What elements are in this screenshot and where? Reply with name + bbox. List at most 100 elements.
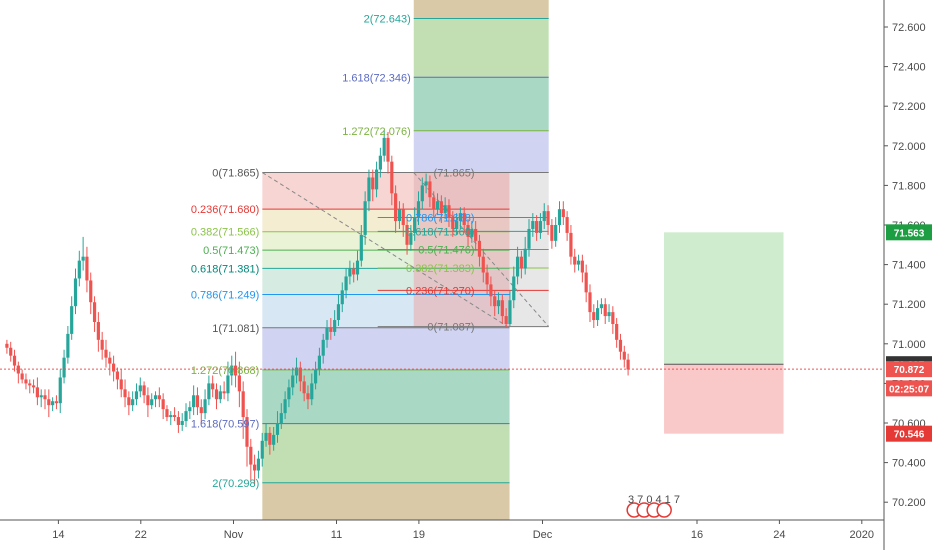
fib-inner-label: 0.5(71.476) (418, 245, 474, 257)
candle-body (561, 209, 565, 218)
y-tick-label: 72.600 (892, 22, 926, 34)
candle-body (504, 316, 508, 324)
candle-body (458, 213, 463, 222)
candle-body (31, 385, 36, 388)
candle-body (615, 324, 619, 340)
candle-body (344, 276, 348, 291)
candle-body (485, 272, 489, 285)
candle-body (157, 395, 161, 400)
candle-body (9, 347, 13, 356)
candle-body (443, 205, 447, 214)
candle-body (348, 268, 352, 277)
candle-body (557, 209, 562, 225)
price-tag-label: 70.546 (894, 430, 925, 441)
candle-body (192, 395, 196, 408)
fib-level-label: 1.618(70.597) (191, 419, 260, 431)
fib-zone (262, 482, 510, 520)
candle-body (138, 385, 142, 392)
candle-body (81, 256, 85, 261)
candle-body (70, 306, 74, 334)
candle-body (611, 312, 615, 324)
x-tick-label: 19 (413, 529, 425, 541)
candle-body (336, 304, 341, 321)
fib-trend-line (413, 172, 550, 327)
fib-zone (262, 369, 510, 424)
candle-body (462, 213, 466, 225)
candle-body (584, 272, 588, 293)
candle-body (352, 268, 356, 275)
candle-body (382, 137, 386, 156)
candle-body (12, 355, 17, 366)
fib-zone (262, 423, 510, 483)
fib-inner-label: 0(71.087) (427, 322, 474, 334)
candle-body (546, 211, 550, 225)
candle-body (435, 201, 440, 210)
candle-body (466, 225, 470, 237)
candle-body (256, 458, 261, 471)
candle-body (24, 379, 28, 384)
fib-level-label: 2(70.298) (212, 478, 259, 490)
candle-body (222, 391, 226, 394)
candle-body (317, 355, 322, 370)
candle-body (180, 421, 184, 425)
x-tick-label: 16 (691, 529, 703, 541)
candle-body (618, 339, 623, 352)
candle-body (306, 393, 310, 400)
fib-inner-label: 0.618(71.568) (406, 226, 475, 238)
candle-body (554, 225, 558, 241)
fib-level-label: 0.236(71.680) (191, 204, 260, 216)
candle-body (73, 278, 78, 307)
candle-body (428, 181, 432, 198)
candle-body (363, 201, 367, 235)
fib-level-label: 0(71.865) (212, 168, 259, 180)
candle-body (89, 280, 93, 303)
candles (5, 129, 630, 485)
candle-body (28, 383, 32, 386)
candle-body (253, 464, 257, 471)
candle-body (401, 209, 405, 225)
candle-body (531, 221, 535, 229)
candle-body (203, 399, 207, 414)
candle-body (260, 440, 264, 459)
candle-body (512, 276, 516, 301)
candle-body (272, 434, 276, 445)
candle-body (371, 177, 375, 190)
event-flags[interactable]: 3 7 0 4 1 7 (626, 494, 680, 518)
candle-body (515, 256, 520, 277)
candle-body (413, 217, 417, 233)
y-tick-label: 72.000 (892, 141, 926, 153)
candle-body (62, 357, 66, 378)
candle-body (565, 217, 569, 233)
position-target-zone (664, 232, 784, 365)
candle-body (454, 221, 459, 229)
candle-body (119, 379, 123, 390)
fib-zone (413, 18, 549, 78)
candle-body (508, 300, 512, 324)
candle-body (161, 399, 165, 410)
candle-body (66, 333, 70, 358)
fib-level-label: 0.5(71.473) (203, 245, 259, 257)
candle-body (325, 327, 329, 340)
fib-inner-label: 0.382(71.383) (406, 263, 475, 275)
candle-body (367, 177, 371, 202)
event-flag-label: 3 7 0 4 1 7 (628, 494, 680, 506)
candle-body (405, 225, 409, 245)
x-tick-label: 14 (52, 529, 64, 541)
fib-level-label: 0.786(71.249) (191, 289, 260, 301)
candle-body (268, 432, 272, 445)
candle-body (523, 248, 527, 269)
candle-body (573, 256, 577, 265)
candle-body (115, 371, 120, 380)
candle-body (420, 185, 424, 202)
candle-body (77, 260, 81, 279)
candle-body (592, 312, 596, 321)
candle-body (333, 320, 337, 332)
fib-extension-label: 1.618(72.346) (342, 72, 411, 84)
candle-body (249, 446, 253, 465)
candle-body (165, 409, 169, 418)
fib-level-label: 0.618(71.381) (191, 263, 260, 275)
candle-body (576, 260, 581, 265)
fib-zone (413, 130, 549, 173)
